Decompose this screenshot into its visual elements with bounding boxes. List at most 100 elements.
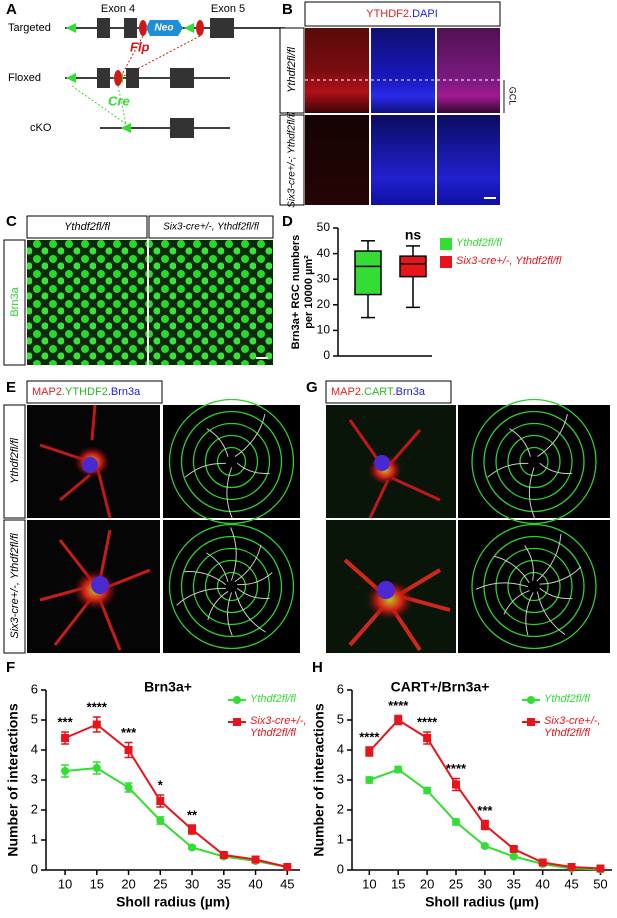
row-label: Six3-cre+/-, Ythdf2fl/fl bbox=[9, 533, 21, 639]
stain-label: Brn3a bbox=[9, 286, 21, 316]
stain-name: .CART bbox=[361, 386, 394, 398]
point-marker bbox=[156, 816, 165, 825]
legend-marker bbox=[233, 696, 241, 704]
point-marker bbox=[124, 746, 133, 754]
legend-label: Ythdf2fl/fl bbox=[250, 693, 296, 705]
y-tick-label: 20 bbox=[317, 297, 331, 311]
point-marker bbox=[156, 797, 165, 805]
sholl-ring bbox=[483, 410, 585, 513]
sholl-ring bbox=[192, 547, 271, 626]
point-marker bbox=[452, 780, 460, 789]
sholl-ring bbox=[495, 422, 573, 501]
x-tick-label: 20 bbox=[121, 876, 135, 891]
point-marker bbox=[452, 818, 460, 826]
significance-label: **** bbox=[446, 761, 467, 776]
point-marker bbox=[423, 734, 432, 742]
panel-label: A bbox=[6, 1, 17, 18]
stain-header: MAP2.YTHDF2.Brn3a bbox=[32, 386, 141, 398]
series-line bbox=[64, 723, 288, 868]
sholl-ring bbox=[180, 410, 283, 513]
y-axis-label: per 10000 µm² bbox=[303, 255, 315, 329]
point-marker bbox=[567, 863, 576, 871]
x-axis-label: Sholl radius (µm) bbox=[425, 894, 539, 910]
y-tick-label: 4 bbox=[31, 741, 38, 756]
x-tick-label: 10 bbox=[362, 876, 376, 891]
point-marker bbox=[480, 842, 489, 850]
column-label: Ythdf2fl/fl bbox=[64, 221, 110, 233]
y-tick-label: 40 bbox=[317, 246, 331, 260]
sholl-ring bbox=[507, 559, 561, 614]
point-marker bbox=[92, 764, 101, 772]
dendrite-trace bbox=[536, 533, 562, 582]
x-tick-label: 40 bbox=[248, 876, 262, 891]
dendrite-trace bbox=[539, 587, 573, 600]
exon-label: Exon 5 bbox=[211, 3, 245, 15]
flp-label: Flp bbox=[130, 39, 150, 54]
exon-label: Exon 4 bbox=[101, 3, 135, 15]
legend-label-box: Ythdf2fl/fl bbox=[456, 237, 502, 249]
sholl-ring bbox=[471, 523, 597, 650]
legend-marker bbox=[233, 718, 241, 726]
stain-name: .DAPI bbox=[409, 8, 438, 20]
panel-label: F bbox=[6, 659, 15, 676]
y-tick-label: 5 bbox=[337, 711, 344, 726]
y-tick-label: 30 bbox=[317, 271, 331, 285]
dendrite-trace bbox=[536, 591, 566, 635]
x-tick-label: 10 bbox=[58, 876, 72, 891]
stain-name: MAP2 bbox=[32, 386, 62, 398]
point-marker bbox=[61, 734, 70, 742]
dendrite-trace bbox=[539, 462, 573, 475]
dendrite-trace bbox=[234, 544, 262, 583]
dendrite-trace bbox=[537, 413, 568, 458]
dendrite-trace bbox=[176, 587, 226, 606]
point-marker bbox=[61, 767, 70, 775]
x-tick-label: 15 bbox=[90, 876, 104, 891]
y-tick-label: 1 bbox=[31, 831, 38, 846]
x-tick-label: 50 bbox=[593, 876, 607, 891]
chart-title: Brn3a+ bbox=[144, 679, 192, 695]
x-tick-label: 25 bbox=[449, 876, 463, 891]
x-tick-label: 35 bbox=[217, 876, 231, 891]
point-marker bbox=[394, 765, 403, 774]
significance-label: *** bbox=[477, 803, 493, 818]
y-tick-label: 2 bbox=[337, 801, 344, 816]
legend-swatch bbox=[440, 238, 452, 250]
y-tick-label: 6 bbox=[337, 681, 344, 696]
sholl-ring bbox=[216, 446, 247, 477]
dendrite-trace bbox=[227, 592, 233, 636]
sholl-ring bbox=[204, 559, 259, 614]
significance-label: **** bbox=[87, 699, 108, 714]
dendrite-trace bbox=[206, 552, 229, 582]
sholl-ring bbox=[519, 446, 549, 477]
dendrite-trace bbox=[509, 428, 531, 457]
y-tick-label: 3 bbox=[337, 771, 344, 786]
panel-label: B bbox=[282, 1, 293, 18]
legend-label-box: Six3-cre+/-, Ythdf2fl/fl bbox=[250, 715, 307, 739]
stain-name: YTHDF2 bbox=[366, 8, 409, 20]
y-tick-label: 1 bbox=[337, 831, 344, 846]
row-label: Ythdf2fl/fl bbox=[286, 47, 298, 93]
y-axis-label: Brn3a+ RGC numbers bbox=[290, 235, 302, 350]
dendrite-trace bbox=[230, 527, 237, 581]
y-tick-label: 0 bbox=[337, 861, 344, 876]
significance-label: **** bbox=[417, 714, 438, 729]
stain-header: YTHDF2.DAPI bbox=[366, 8, 438, 20]
dendrite-trace bbox=[183, 570, 227, 586]
targeting-diagram: A Targeted Floxed cKO Exon 4 Exon 5 Neo … bbox=[6, 1, 285, 138]
y-tick-label: 10 bbox=[317, 323, 331, 337]
point-marker bbox=[283, 863, 292, 871]
series-line bbox=[64, 766, 288, 868]
legend-marker bbox=[527, 696, 535, 704]
cre-label: Cre bbox=[108, 93, 130, 108]
x-tick-label: 40 bbox=[535, 876, 549, 891]
legend-label: Ythdf2fl/fl bbox=[456, 237, 502, 249]
y-tick-label: 2 bbox=[31, 801, 38, 816]
significance-label: ** bbox=[187, 807, 198, 822]
point-marker bbox=[509, 845, 518, 853]
chart-title: CART+/Brn3a+ bbox=[391, 679, 490, 695]
point-marker bbox=[92, 720, 101, 729]
x-tick-label: 30 bbox=[478, 876, 492, 891]
dendrite-trace bbox=[206, 428, 229, 457]
row-label: Six3-cre+/-; Ythdf2fl/fl bbox=[287, 111, 298, 207]
